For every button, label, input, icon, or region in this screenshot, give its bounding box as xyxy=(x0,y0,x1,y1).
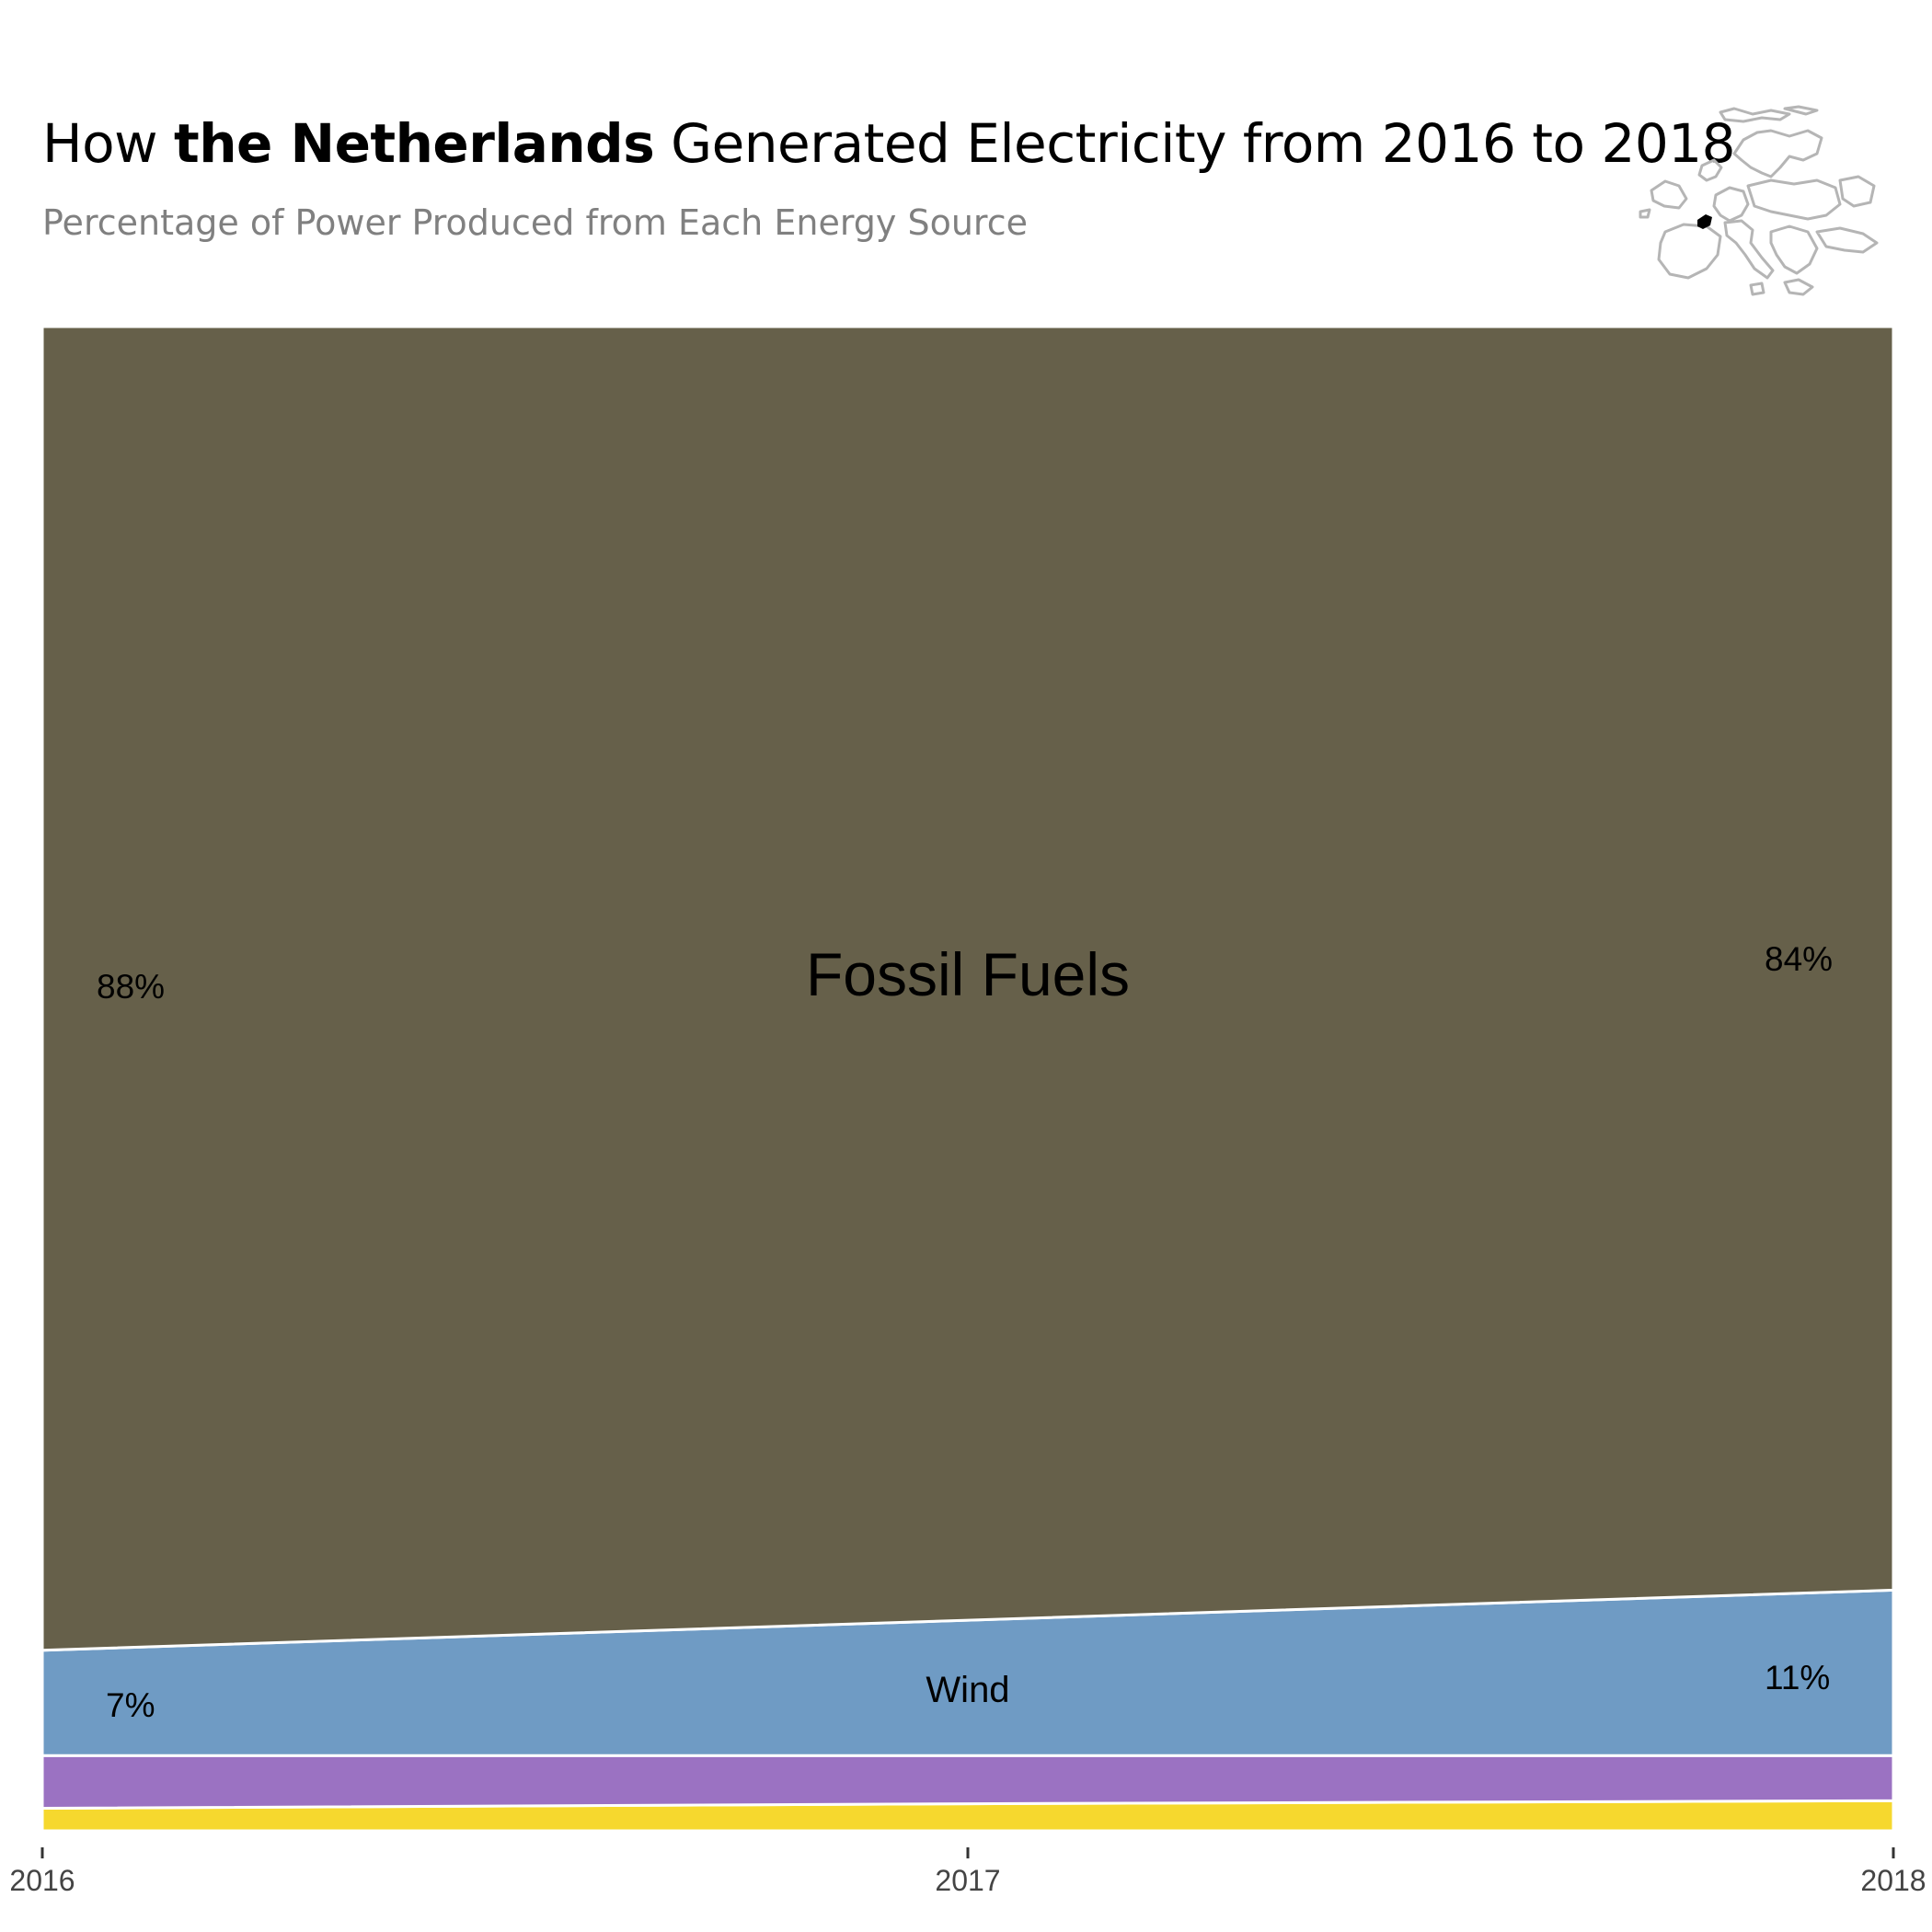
wind-start-label: 7% xyxy=(106,1686,155,1724)
area-series-3 xyxy=(40,325,1895,1652)
area-layers xyxy=(40,325,1895,1833)
chart-title: How the Netherlands Generated Electricit… xyxy=(42,112,1736,175)
wind-end-label: 11% xyxy=(1765,1659,1830,1696)
chart-title-country: the Netherlands xyxy=(173,112,655,175)
netherlands-highlight xyxy=(1697,214,1712,229)
area-series-1 xyxy=(40,1754,1895,1811)
chart-subtitle: Percentage of Power Produced from Each E… xyxy=(42,202,1028,243)
x-tick-label-2018: 2018 xyxy=(1860,1864,1926,1897)
x-tick-label-2016: 2016 xyxy=(9,1864,75,1897)
area-labels: Fossil Fuels Wind 88% 84% 7% 11% xyxy=(97,940,1833,1724)
wind-label: Wind xyxy=(926,1670,1009,1710)
fossil-end-label: 84% xyxy=(1765,940,1833,978)
x-tick-label-2017: 2017 xyxy=(935,1864,1000,1897)
x-axis: 2016 2017 2018 xyxy=(9,1847,1926,1897)
europe-map-icon xyxy=(1639,105,1879,296)
fossil-fuels-label: Fossil Fuels xyxy=(806,940,1130,1008)
fossil-start-label: 88% xyxy=(97,968,165,1006)
